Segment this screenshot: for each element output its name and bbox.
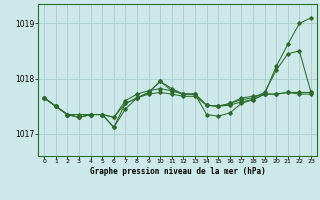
X-axis label: Graphe pression niveau de la mer (hPa): Graphe pression niveau de la mer (hPa) (90, 167, 266, 176)
